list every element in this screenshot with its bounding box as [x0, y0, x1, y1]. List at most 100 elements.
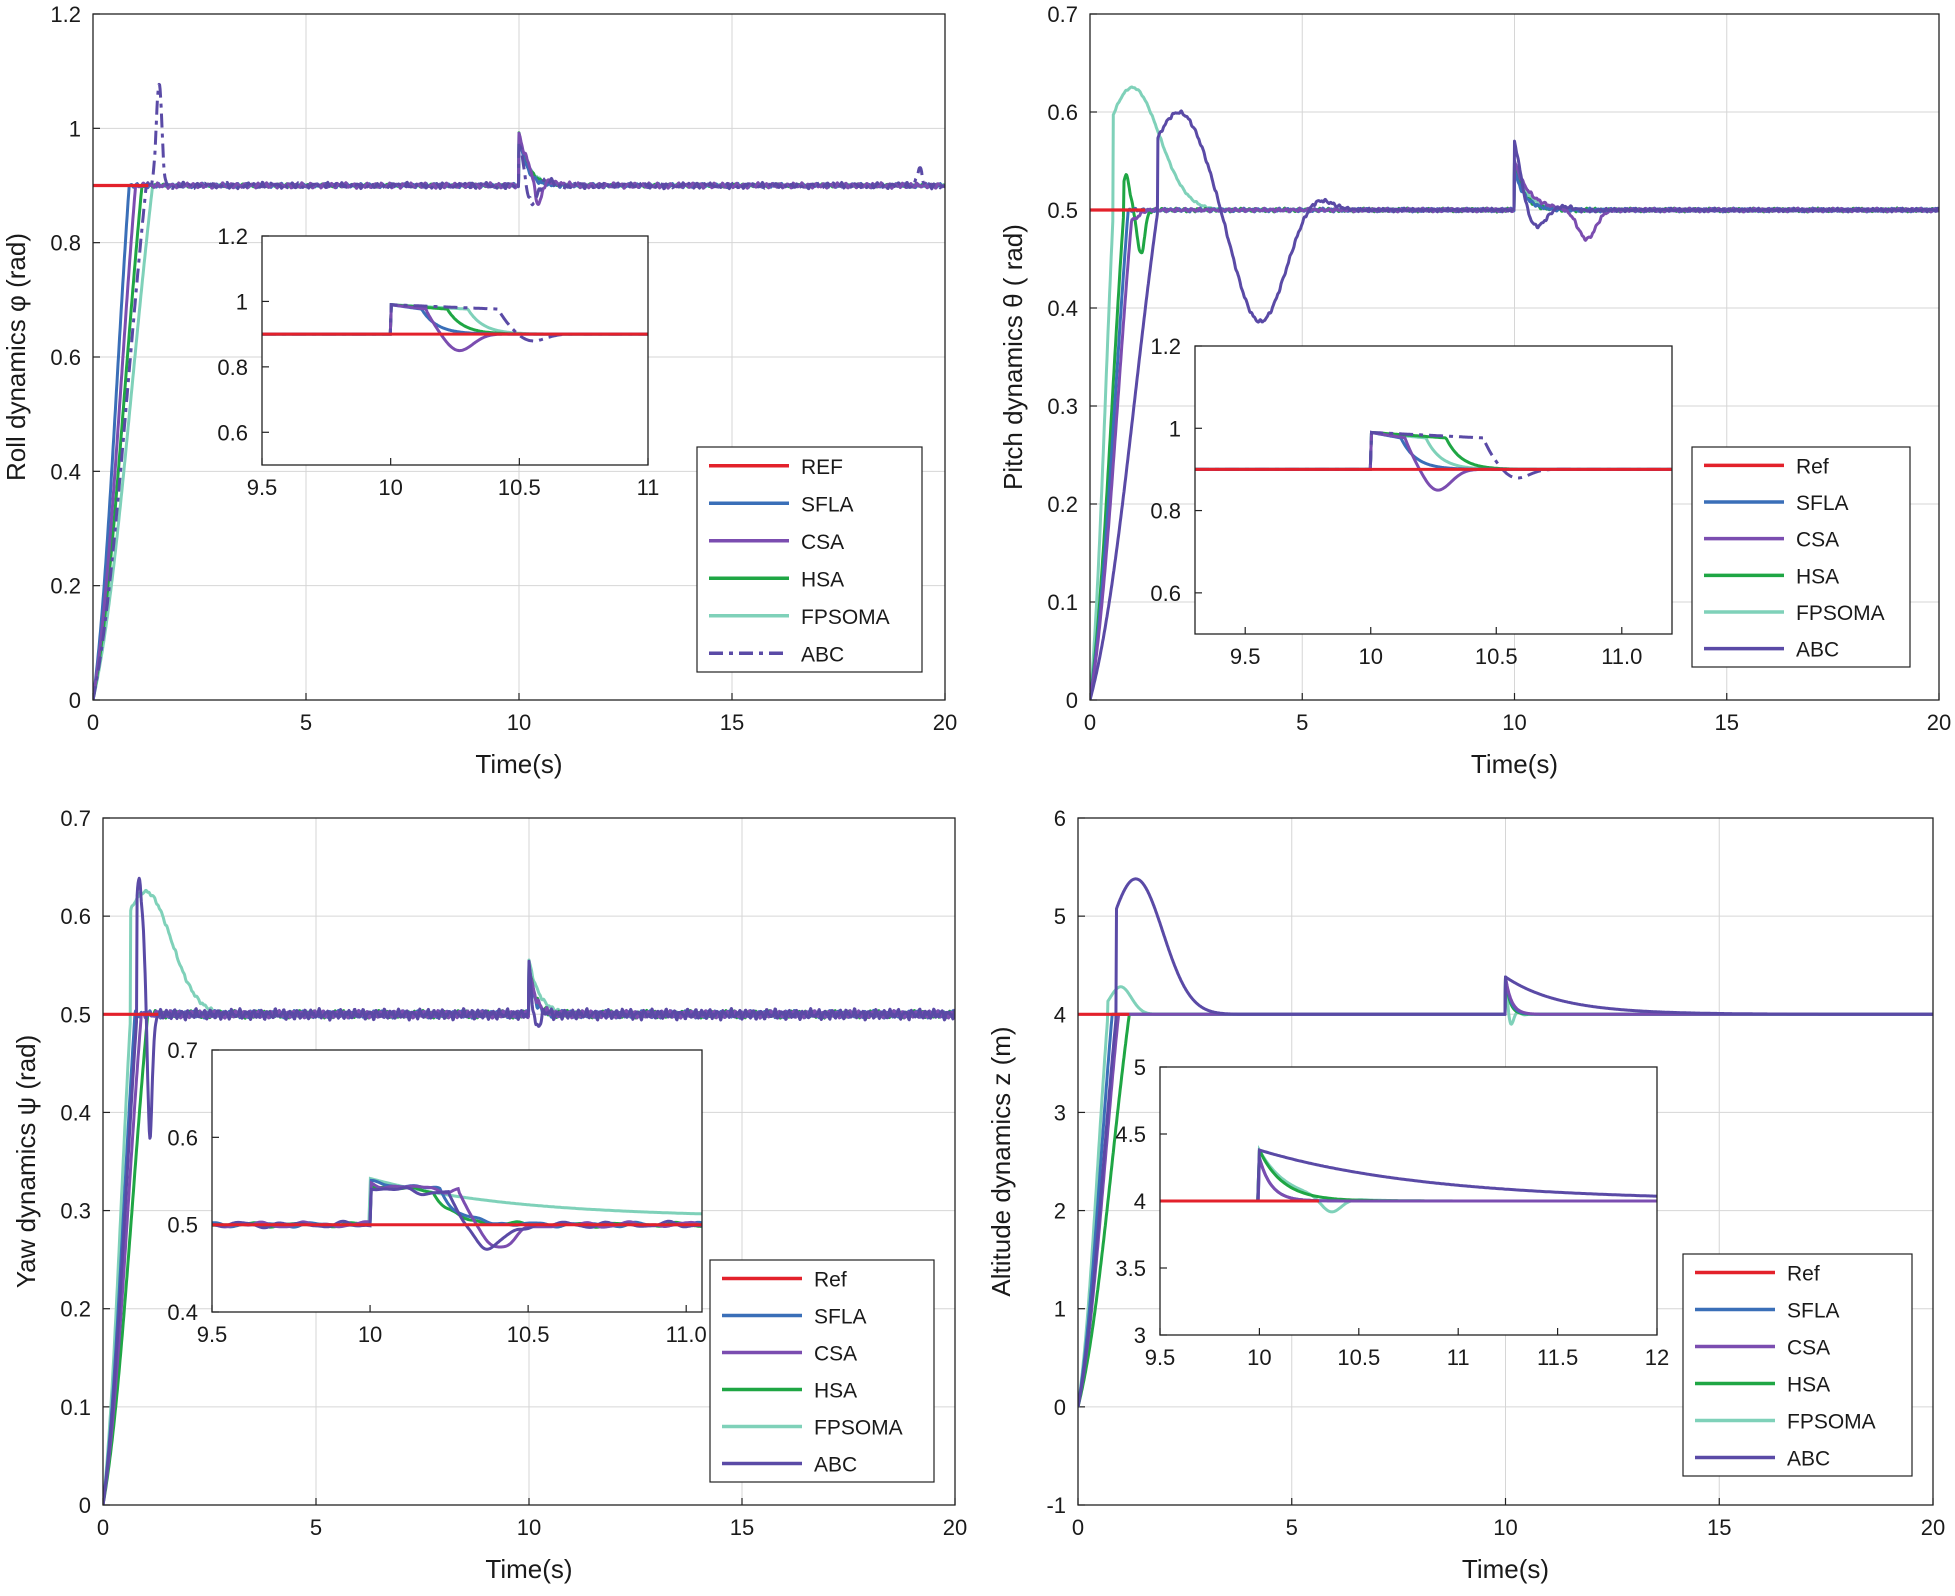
yaw-ytick-label: 0.1: [60, 1395, 91, 1420]
pitch-xtick-label: 10: [1502, 710, 1526, 735]
altitude-ytick-label: 2: [1054, 1199, 1066, 1224]
altitude-inset-xtick-label: 9.5: [1145, 1345, 1176, 1370]
roll-legend-label-fpsoma: FPSOMA: [801, 606, 890, 629]
yaw-inset-series-group: [212, 1176, 702, 1251]
roll-inset-series-group: [262, 303, 648, 353]
pitch-series-abc: [1090, 109, 1939, 700]
altitude-legend-label-csa: CSA: [1787, 1337, 1830, 1360]
pitch-xtick-label: 0: [1084, 710, 1096, 735]
roll-inset-frame: [261, 235, 649, 466]
yaw-ylabel: Yaw dynamics ψ (rad): [11, 1035, 41, 1289]
roll-ylabel: Roll dynamics φ (rad): [1, 233, 31, 481]
yaw-legend-label-csa: CSA: [814, 1343, 857, 1366]
pitch-xtick-label: 20: [1927, 710, 1951, 735]
yaw-legend: Ref SFLA CSA HSA FPSOMA ABC: [709, 1259, 935, 1483]
pitch-ytick-label: 0.3: [1047, 394, 1078, 419]
altitude-xtick-label: 10: [1493, 1515, 1517, 1540]
altitude-inset-series-group: [1160, 1144, 1657, 1214]
pitch-ytick-label: 0.2: [1047, 492, 1078, 517]
yaw-inset-xtick-label: 9.5: [197, 1322, 228, 1347]
roll-inset-xtick-label: 10.5: [498, 475, 541, 500]
yaw-inset-ytick-label: 0.4: [167, 1300, 198, 1325]
pitch-ytick-label: 0.5: [1047, 198, 1078, 223]
roll-inset-xtick-label: 9.5: [247, 475, 278, 500]
altitude-ytick-label: 3: [1054, 1100, 1066, 1125]
yaw-frame: [102, 817, 956, 1506]
altitude-legend-box: [1682, 1253, 1913, 1477]
roll-xtick-label: 5: [300, 710, 312, 735]
roll-xtick-label: 0: [87, 710, 99, 735]
pitch-xtick-label: 5: [1296, 710, 1308, 735]
roll-ytick-label: 0: [69, 688, 81, 713]
roll-legend-box: [696, 446, 923, 673]
pitch-inset-series-group: [1195, 430, 1672, 492]
altitude-inset-xtick-label: 10: [1247, 1345, 1271, 1370]
yaw-xtick-label: 5: [310, 1515, 322, 1540]
roll-frame: [92, 13, 946, 701]
yaw-ytick-label: 0.4: [60, 1100, 91, 1125]
roll-ytick-label: 0.2: [50, 574, 81, 599]
roll-legend-label-hsa: HSA: [801, 568, 844, 591]
altitude-inset-ytick-label: 4.5: [1115, 1122, 1146, 1147]
yaw-legend-label-hsa: HSA: [814, 1380, 857, 1403]
altitude-inset-ytick-label: 3: [1134, 1323, 1146, 1348]
roll-inset-ytick-label: 0.8: [217, 355, 248, 380]
altitude-ytick-label: 6: [1054, 806, 1066, 831]
pitch-inset-ytick-label: 0.8: [1150, 499, 1181, 524]
pitch-ytick-label: 0: [1066, 688, 1078, 713]
roll-ytick-label: 0.8: [50, 231, 81, 256]
altitude-legend-label-ref: Ref: [1787, 1263, 1820, 1286]
altitude-legend-label-fpsoma: FPSOMA: [1787, 1411, 1876, 1434]
roll-ytick-label: 1.2: [50, 2, 81, 27]
altitude-legend-label-abc: ABC: [1787, 1448, 1830, 1471]
pitch-frame: [1089, 13, 1940, 701]
roll-inset-ytick-label: 1: [236, 289, 248, 314]
yaw-legend-label-ref: Ref: [814, 1269, 847, 1292]
altitude-series-abc: [1078, 877, 1933, 1408]
yaw-inset-ytick-label: 0.7: [167, 1038, 198, 1063]
pitch-ytick-label: 0.4: [1047, 296, 1078, 321]
altitude-inset-xtick-label: 11.5: [1537, 1345, 1578, 1370]
pitch-inset-ytick-label: 1: [1169, 416, 1181, 441]
altitude-xtick-label: 15: [1707, 1515, 1731, 1540]
altitude-ytick-label: 0: [1054, 1395, 1066, 1420]
yaw-xtick-label: 20: [943, 1515, 967, 1540]
yaw-series-group: [103, 876, 955, 1505]
pitch-inset-xtick-label: 10: [1358, 644, 1382, 669]
altitude-ytick-label: -1: [1046, 1493, 1066, 1518]
yaw-inset-xtick-label: 10.5: [507, 1322, 550, 1347]
yaw-xtick-label: 10: [517, 1515, 541, 1540]
roll-xlabel: Time(s): [475, 749, 562, 779]
yaw-ytick-label: 0: [79, 1493, 91, 1518]
altitude-legend-label-hsa: HSA: [1787, 1374, 1830, 1397]
roll-series-abc: [93, 82, 945, 700]
altitude-inset-frame: [1159, 1066, 1658, 1336]
altitude-series-group: [1078, 877, 1933, 1408]
yaw-ytick-label: 0.5: [60, 1002, 91, 1027]
roll-legend-label-ref: REF: [801, 456, 843, 479]
roll-ytick-label: 1: [69, 116, 81, 141]
altitude-inset-xtick-label: 10.5: [1337, 1345, 1380, 1370]
yaw-ytick-label: 0.2: [60, 1297, 91, 1322]
pitch-ylabel: Pitch dynamics θ ( rad): [998, 224, 1028, 490]
yaw-legend-label-fpsoma: FPSOMA: [814, 1417, 903, 1440]
altitude-inset-xtick-label: 11: [1447, 1345, 1470, 1370]
roll-xtick-label: 10: [507, 710, 531, 735]
altitude-frame: [1077, 817, 1934, 1506]
yaw-chart: 0 5 10 15 20 0 0.1 0.2 0.3 0.4 0.5 0.6 0.7 Time(s) Yaw…: [11, 806, 967, 1584]
altitude-xtick-label: 5: [1286, 1515, 1298, 1540]
pitch-legend-box: [1691, 446, 1911, 668]
roll-chart: 0 5 10 15 20 0 0.2 0.4 0.6 0.8 1 1.2 Time(s) Roll dyn…: [1, 2, 957, 779]
pitch-chart: 0 5 10 15 20 0 0.1 0.2 0.3 0.4 0.5 0.6 0.7 Time(s) Pit…: [998, 2, 1951, 779]
pitch-xlabel: Time(s): [1471, 749, 1558, 779]
yaw-legend-label-sfla: SFLA: [814, 1306, 867, 1329]
pitch-inset-ytick-label: 1.2: [1150, 334, 1181, 359]
pitch-legend-label-sfla: SFLA: [1796, 492, 1849, 515]
altitude-ytick-label: 1: [1054, 1297, 1066, 1322]
roll-ytick-label: 0.6: [50, 345, 81, 370]
pitch-inset-xtick-label: 11.0: [1601, 644, 1642, 669]
yaw-inset-plot-area: [212, 1050, 702, 1312]
pitch-ytick-label: 0.7: [1047, 2, 1078, 27]
altitude-ytick-label: 5: [1054, 904, 1066, 929]
altitude-inset-xtick-label: 12: [1645, 1345, 1669, 1370]
